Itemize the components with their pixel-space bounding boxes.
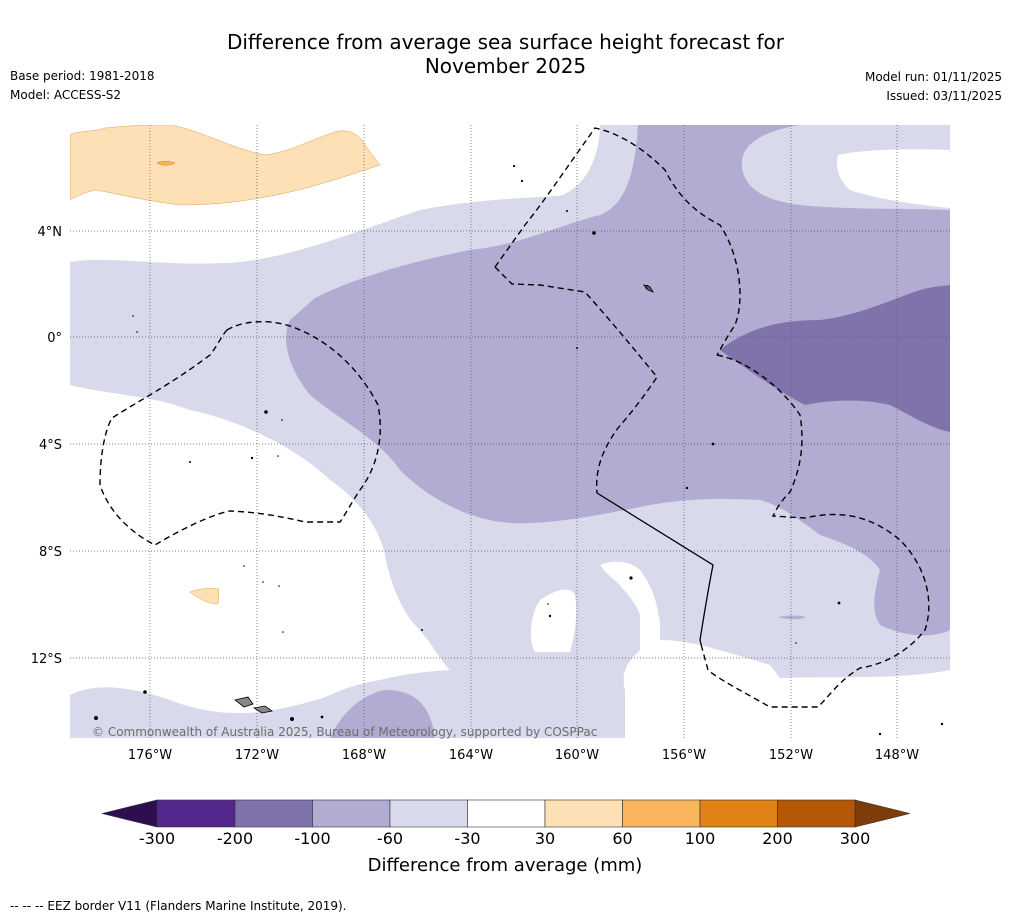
- lon-label: 156°W: [662, 748, 706, 763]
- title-line-1: Difference from average sea surface heig…: [226, 30, 785, 54]
- lon-label: 152°W: [769, 748, 813, 763]
- colorbar-segment: [156, 799, 236, 828]
- contour-minus60-south-patch: [330, 690, 435, 738]
- lat-label: 4°S: [39, 438, 62, 453]
- eez-borders: [99, 127, 930, 708]
- colorbar-segment: [699, 799, 778, 828]
- island-samoa-1: [234, 696, 254, 708]
- base-period: Base period: 1981-2018: [10, 69, 155, 83]
- contour-plus60-spot: [156, 160, 176, 166]
- colorbar-tick: -100: [294, 829, 330, 848]
- colorbar-segment: [389, 799, 468, 828]
- colorbar-tick: -30: [454, 829, 480, 848]
- colorbar-tick: 200: [762, 829, 793, 848]
- colorbar-tick: 100: [685, 829, 716, 848]
- contour-minus60-small-patch: [778, 615, 806, 620]
- lon-label: 176°W: [128, 748, 172, 763]
- lat-label: 0°: [47, 331, 62, 346]
- lat-label: 4°N: [38, 225, 63, 240]
- eez-border-tokelau-phoenix: [494, 127, 741, 356]
- colorbar-segment: [544, 799, 623, 828]
- colorbar-segment: [777, 799, 856, 828]
- chart-title: Difference from average sea surface heig…: [0, 30, 1011, 78]
- lon-label: 168°W: [342, 748, 386, 763]
- colorbar-tick: 30: [535, 829, 555, 848]
- lon-label: 148°W: [875, 748, 919, 763]
- graticule: [70, 125, 950, 738]
- colorbar-extend-left: [101, 799, 158, 828]
- eez-solid-boundary: [596, 492, 714, 649]
- lat-label: 8°S: [39, 545, 62, 560]
- colorbar-tick: 60: [612, 829, 632, 848]
- colorbar-tick: -200: [217, 829, 253, 848]
- colorbar-extend-right: [854, 799, 911, 828]
- colorbar: [101, 799, 911, 828]
- colorbar-tick: -60: [377, 829, 403, 848]
- map-figure: © Commonwealth of Australia 2025, Bureau…: [31, 125, 950, 876]
- eez-border-kiribati-west: [494, 266, 658, 494]
- latitude-labels: 4°N 0° 4°S 8°S 12°S: [31, 225, 62, 667]
- contour-plus30-region: [70, 125, 381, 206]
- colorbar-segment: [234, 799, 313, 828]
- colorbar-tick-labels: -300 -200 -100 -60 -30 30 60 100 200 300: [139, 829, 870, 848]
- contour-white-southwest: [70, 385, 450, 720]
- longitude-labels: 176°W 172°W 168°W 164°W 160°W 156°W 152°…: [128, 748, 919, 763]
- colorbar-tick: 300: [840, 829, 871, 848]
- contour-minus60-region: [286, 125, 950, 636]
- eez-footnote: -- -- -- EEZ border V11 (Flanders Marine…: [10, 899, 347, 913]
- colorbar-tick: -300: [139, 829, 175, 848]
- lon-label: 164°W: [449, 748, 493, 763]
- colorbar-title: Difference from average (mm): [368, 855, 643, 876]
- colorbar-segment: [467, 799, 546, 828]
- contour-minus100-region: [720, 285, 950, 432]
- title-line-2: November 2025: [424, 54, 587, 78]
- lon-label: 160°W: [555, 748, 599, 763]
- island-kiritimati: [642, 284, 654, 293]
- copyright-text: © Commonwealth of Australia 2025, Bureau…: [92, 725, 597, 739]
- contour-plus30-small-patch: [189, 588, 220, 605]
- issued-date: Issued: 03/11/2025: [886, 89, 1002, 103]
- eez-border-southeast-loop: [701, 354, 930, 708]
- contour-white-hole-east: [836, 149, 950, 208]
- meta-left: Base period: 1981-2018 Model: ACCESS-S2: [10, 67, 155, 105]
- lat-label: 12°S: [31, 652, 62, 667]
- map-area: [70, 125, 950, 738]
- model-run: Model run: 01/11/2025: [864, 70, 1002, 84]
- meta-right: Model run: 01/11/2025 Issued: 03/11/2025: [865, 68, 1002, 106]
- island-samoa-2: [252, 705, 273, 714]
- model-name: Model: ACCESS-S2: [10, 88, 122, 102]
- contour-white-hole-south: [530, 589, 577, 652]
- lon-label: 172°W: [235, 748, 279, 763]
- contour-white-hole-mid: [600, 562, 660, 640]
- eez-border-south-west: [99, 321, 381, 546]
- colorbar-segment: [312, 799, 391, 828]
- colorbar-segment: [622, 799, 701, 828]
